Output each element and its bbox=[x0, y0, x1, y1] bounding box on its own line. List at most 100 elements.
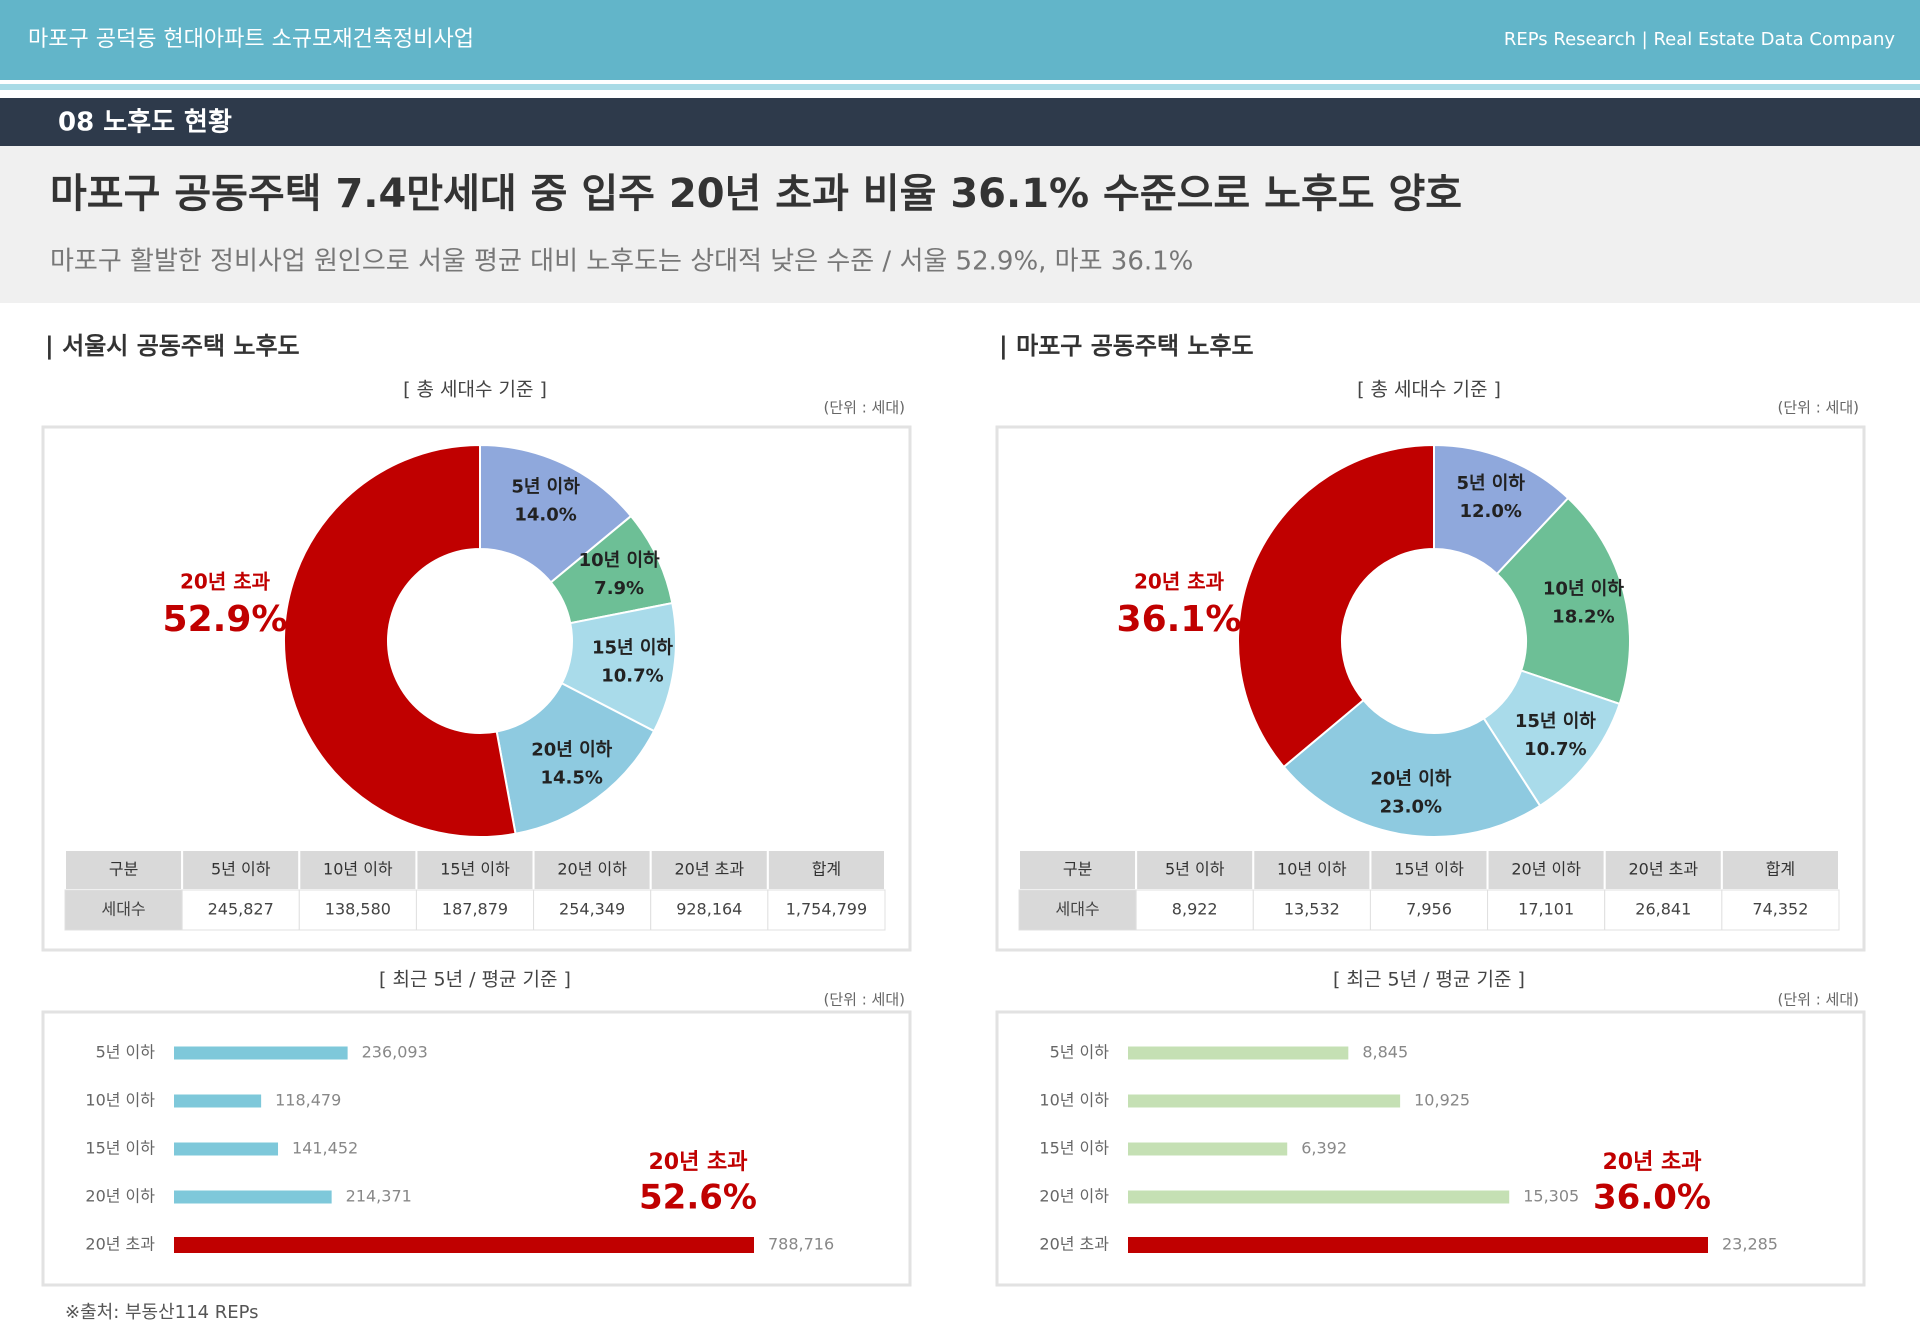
donut-segment bbox=[1282, 698, 1542, 838]
bar bbox=[1128, 1094, 1401, 1108]
value-label: 10,925 bbox=[1414, 1091, 1470, 1110]
table-header-cell bbox=[766, 849, 886, 891]
annotation: 20년 초과 bbox=[1603, 1150, 1702, 1175]
table-header: 20년 이하 bbox=[557, 860, 627, 879]
segment-label: 10.7% bbox=[1524, 739, 1586, 760]
bar bbox=[174, 1190, 332, 1204]
y-tick-label: 15년 이하 bbox=[85, 1139, 155, 1158]
y-tick-label: 5년 이하 bbox=[96, 1043, 156, 1062]
bar bbox=[1128, 1142, 1288, 1156]
bar bbox=[1128, 1190, 1510, 1204]
table-cell bbox=[767, 889, 886, 931]
value-label: 15,305 bbox=[1523, 1187, 1579, 1206]
y-tick-label: 5년 이하 bbox=[1050, 1043, 1110, 1062]
table-text: 187,879 bbox=[442, 900, 508, 919]
table-cell bbox=[1369, 889, 1489, 931]
segment-label: 36.1% bbox=[1117, 599, 1242, 640]
segment-category: 15년 이하 bbox=[592, 638, 673, 659]
table-header: 15년 이하 bbox=[1394, 860, 1464, 879]
table-text: 928,164 bbox=[676, 900, 742, 919]
table-header: 5년 이하 bbox=[1165, 860, 1225, 879]
table-header: 20년 초과 bbox=[674, 860, 744, 879]
table-header: 합계 bbox=[812, 860, 841, 879]
table-text: 8,922 bbox=[1172, 900, 1218, 919]
y-tick-label: 20년 이하 bbox=[85, 1187, 155, 1206]
table-header-cell bbox=[181, 849, 301, 891]
segment-label: 7.9% bbox=[594, 578, 644, 599]
value-label: 236,093 bbox=[362, 1043, 428, 1062]
table-header: 합계 bbox=[1766, 860, 1795, 879]
table-text: 254,349 bbox=[559, 900, 625, 919]
segment-category: 20년 이하 bbox=[1370, 768, 1451, 789]
table-header: 20년 초과 bbox=[1628, 860, 1698, 879]
headline: 마포구 공동주택 7.4만세대 중 입주 20년 초과 비율 36.1% 수준으… bbox=[50, 171, 1462, 217]
unit-label: (단위 : 세대) bbox=[1778, 991, 1860, 1009]
segment-label: 23.0% bbox=[1380, 796, 1442, 817]
segment-category: 20년 초과 bbox=[1134, 570, 1225, 594]
segment-category: 20년 이하 bbox=[531, 740, 612, 761]
table-header: 20년 이하 bbox=[1511, 860, 1581, 879]
table-cell bbox=[1252, 889, 1371, 931]
source: ※출처: 부동산114 REPs bbox=[65, 1302, 259, 1323]
value-label: 23,285 bbox=[1722, 1235, 1778, 1254]
table-cell bbox=[650, 889, 769, 931]
table-text: 13,532 bbox=[1284, 900, 1340, 919]
brand: REPs Research | Real Estate Data Company bbox=[1504, 29, 1895, 50]
segment-label: 12.0% bbox=[1459, 501, 1521, 522]
y-tick-label: 15년 이하 bbox=[1039, 1139, 1109, 1158]
y-tick-label: 10년 이하 bbox=[1039, 1091, 1109, 1110]
table-text: 세대수 bbox=[101, 900, 145, 919]
table-header: 구분 bbox=[109, 860, 138, 879]
table-header: 5년 이하 bbox=[211, 860, 271, 879]
table-cell bbox=[64, 889, 183, 931]
segment-label: 18.2% bbox=[1552, 607, 1614, 628]
y-tick-label: 20년 이하 bbox=[1039, 1187, 1109, 1206]
unit-label: (단위 : 세대) bbox=[824, 991, 906, 1009]
value-label: 788,716 bbox=[768, 1235, 834, 1254]
table-text: 1,754,799 bbox=[786, 900, 867, 919]
segment-category: 10년 이하 bbox=[1543, 579, 1624, 600]
project-name: 마포구 공덕동 현대아파트 소규모재건축정비사업 bbox=[28, 27, 474, 52]
segment-category: 20년 초과 bbox=[180, 570, 271, 594]
table-header: 구분 bbox=[1063, 860, 1092, 879]
segment-category: 10년 이하 bbox=[579, 550, 660, 571]
table-text: 26,841 bbox=[1635, 900, 1691, 919]
donut-segment bbox=[495, 681, 656, 835]
donut-segment bbox=[1237, 443, 1435, 769]
table-cell bbox=[1604, 889, 1723, 931]
y-tick-label: 20년 초과 bbox=[85, 1235, 155, 1254]
table-cell bbox=[1721, 889, 1840, 931]
table-header: 15년 이하 bbox=[440, 860, 510, 879]
table-cell bbox=[533, 889, 652, 931]
annotation: 20년 초과 bbox=[649, 1150, 748, 1175]
unit-label: (단위 : 세대) bbox=[824, 399, 906, 417]
segment-label: 52.9% bbox=[163, 599, 288, 640]
table-text: 세대수 bbox=[1055, 900, 1099, 919]
y-tick-label: 20년 초과 bbox=[1039, 1235, 1109, 1254]
segment-category: 15년 이하 bbox=[1515, 711, 1596, 732]
panel-title: | 마포구 공동주택 노후도 bbox=[999, 332, 1254, 360]
chart-subtitle: [ 최근 5년 / 평균 기준 ] bbox=[1333, 969, 1525, 991]
table-cell bbox=[415, 889, 535, 931]
top-stripe bbox=[0, 84, 1920, 90]
table-text: 138,580 bbox=[325, 900, 391, 919]
table-text: 245,827 bbox=[208, 900, 274, 919]
bar bbox=[174, 1094, 262, 1108]
table-cell bbox=[298, 889, 417, 931]
bar bbox=[1128, 1237, 1708, 1253]
bar bbox=[174, 1046, 348, 1060]
section-title: 08 노후도 현황 bbox=[58, 108, 232, 138]
table-cell bbox=[1135, 889, 1254, 931]
y-tick-label: 10년 이하 bbox=[85, 1091, 155, 1110]
chart-subtitle: [ 최근 5년 / 평균 기준 ] bbox=[379, 969, 571, 991]
segment-category: 5년 이하 bbox=[1456, 473, 1525, 494]
bar bbox=[1128, 1046, 1349, 1060]
value-label: 6,392 bbox=[1301, 1139, 1347, 1158]
table-text: 7,956 bbox=[1406, 900, 1452, 919]
segment-label: 10.7% bbox=[601, 666, 663, 687]
headline-band bbox=[0, 146, 1920, 303]
value-label: 214,371 bbox=[346, 1187, 412, 1206]
value-label: 118,479 bbox=[275, 1091, 341, 1110]
table-header-cell bbox=[1720, 849, 1841, 891]
